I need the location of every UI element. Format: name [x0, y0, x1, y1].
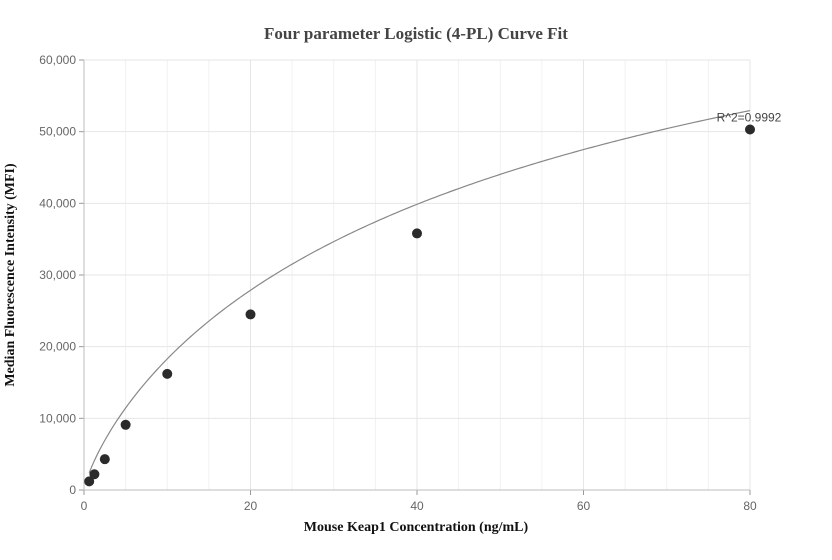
x-tick-label: 60 — [577, 499, 591, 513]
data-point-1 — [84, 476, 95, 487]
data-point-8 — [745, 124, 755, 135]
data-point-3 — [99, 454, 110, 465]
curve-layer — [88, 109, 751, 474]
data-point-4 — [120, 419, 131, 430]
x-tick-label: 20 — [244, 499, 258, 513]
axis-layer — [79, 59, 751, 495]
x-tick-label: 0 — [81, 499, 88, 513]
grid-layer — [83, 59, 751, 491]
points-layer — [84, 124, 755, 487]
data-point-5 — [162, 368, 173, 379]
label-layer: 0 10,000 20,000 30,000 40,000 50,000 60,000 0 20… — [39, 53, 757, 513]
x-tick-label: 40 — [410, 499, 424, 513]
y-tick-label: 10,000 — [39, 411, 76, 425]
y-tick-label: 0 — [69, 483, 76, 497]
chart-title: Four parameter Logistic (4-PL) Curve Fit — [264, 24, 568, 43]
data-point-7 — [412, 228, 422, 239]
r-squared-annotation: R^2=0.9992 — [717, 111, 782, 125]
y-tick-label: 20,000 — [39, 340, 76, 354]
y-tick-label: 40,000 — [39, 196, 76, 210]
fit-curve — [88, 109, 751, 474]
y-tick-label: 50,000 — [39, 125, 76, 139]
y-tick-label: 30,000 — [39, 268, 76, 282]
data-point-6 — [245, 309, 256, 320]
y-tick-label: 60,000 — [39, 53, 76, 67]
x-axis-title: Mouse Keap1 Concentration (ng/mL) — [304, 520, 529, 535]
y-axis-title: Median Fluorescence Intensity (MFI) — [3, 163, 18, 387]
x-tick-label: 80 — [743, 499, 757, 513]
data-point-2 — [89, 469, 100, 480]
